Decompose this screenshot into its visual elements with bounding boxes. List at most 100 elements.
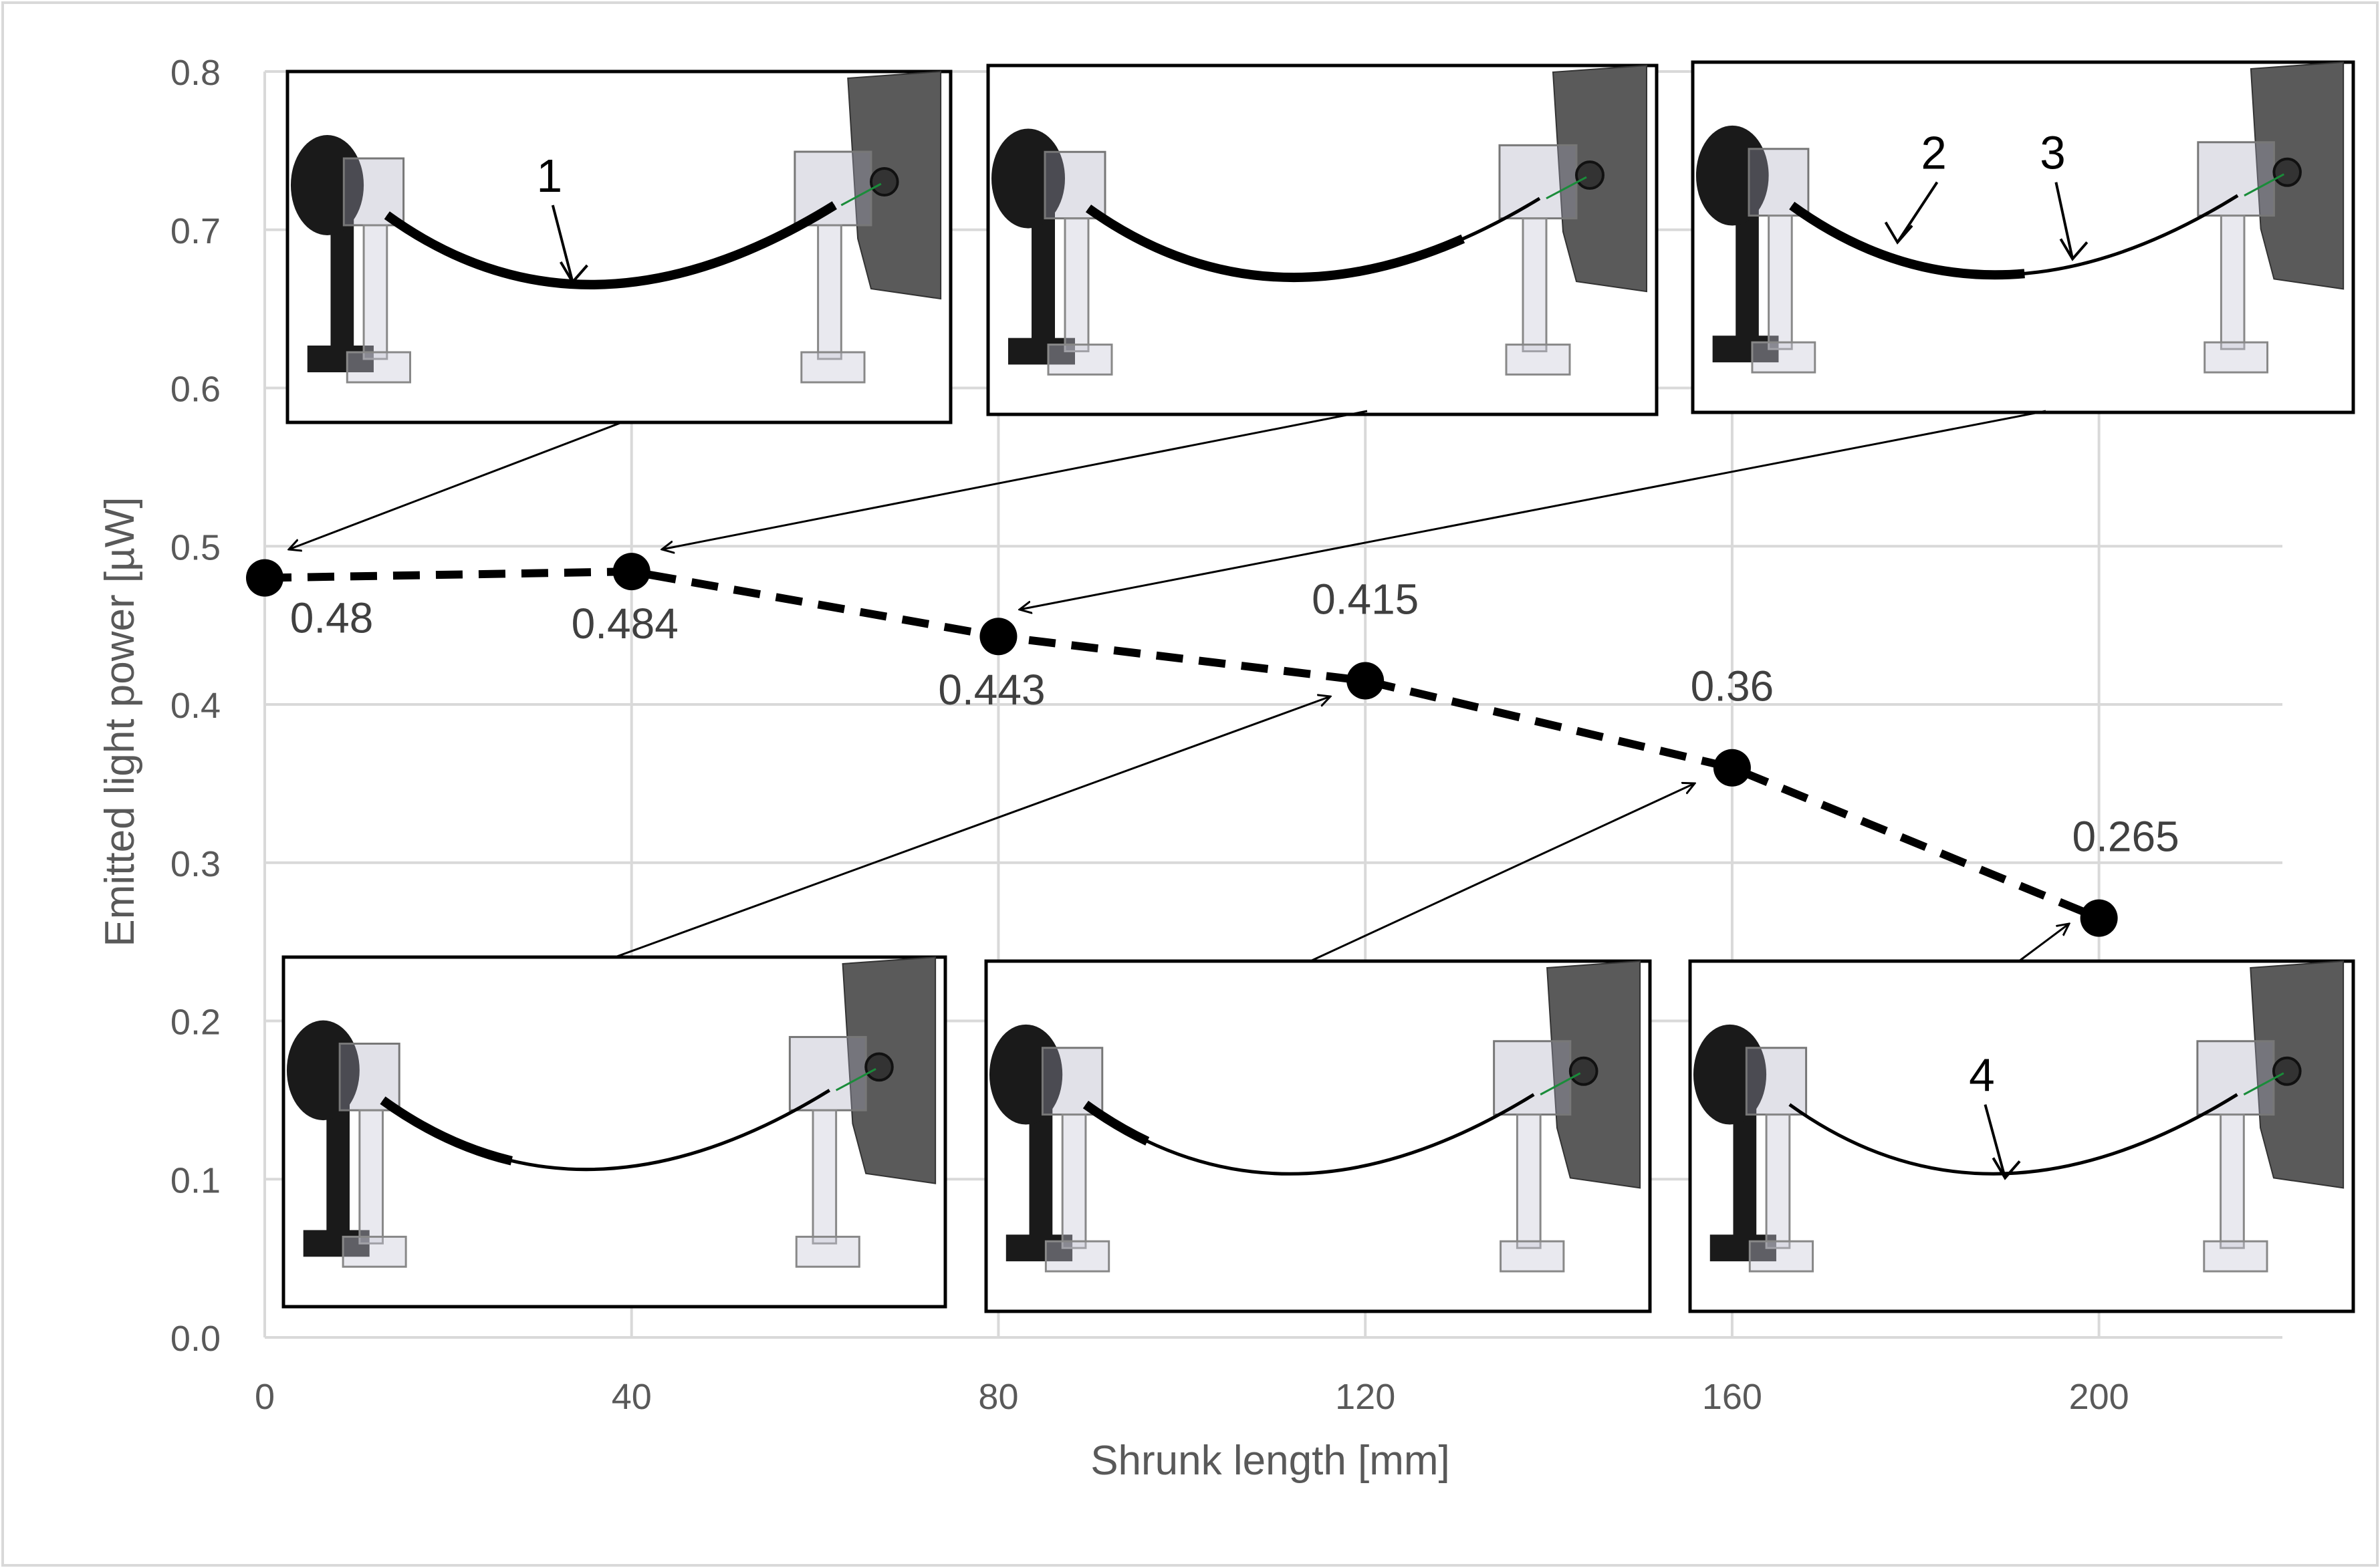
left-base [1047,344,1113,376]
callout-arrowhead [1884,221,1913,245]
source-foot [1008,338,1075,365]
source-foot [1709,1234,1776,1262]
right-base [2204,341,2269,374]
callout-arrow [2054,182,2074,259]
inset-frame [285,70,953,424]
y-tick-label: 0.7 [170,211,221,251]
detector-port [1575,160,1604,190]
fiber-thin [1788,1093,2238,1176]
light-beam [2243,1072,2284,1095]
x-tick-label: 120 [1335,1377,1395,1417]
x-tick-label: 0 [255,1377,275,1417]
right-post [1522,217,1548,353]
source-cylinder [991,128,1065,229]
series-layer: 0.48 0.484 0.443 0.415 0.36 0.265 [246,553,2179,937]
inset-2 [986,63,1659,416]
light-beam [1546,176,1587,200]
inset-6: 4 [1688,959,2355,1313]
right-holder [1493,1040,1572,1116]
right-holder [794,150,872,227]
data-point [2080,899,2118,937]
right-holder [788,1036,867,1112]
y-tick-label: 0.8 [170,53,221,93]
light-beam [2244,173,2284,197]
right-base [1500,1240,1565,1273]
fiber-sleeve [1789,191,2240,280]
right-base [795,1235,860,1268]
left-holder [342,157,405,227]
data-point [1346,662,1385,700]
left-post [358,1109,384,1245]
callout-label: 1 [537,150,563,202]
right-post [2220,215,2246,350]
light-beam [1540,1072,1581,1095]
source-cylinder [286,1020,360,1121]
left-holder [1044,150,1106,220]
left-holder [1041,1047,1104,1116]
leader-arrow-5 [1310,783,1695,962]
x-tick-label: 160 [1702,1377,1762,1417]
data-point [979,618,1018,656]
left-base [1044,1240,1110,1273]
detector-port [869,167,899,197]
light-beam [835,1068,876,1091]
callout-label: 4 [1969,1049,1995,1101]
leader-arrow-4 [614,696,1330,958]
right-holder [1498,144,1578,220]
right-post [1516,1114,1542,1249]
x-axis-title: Shrunk length [mm] [1090,1438,1450,1484]
leader-arrow-2 [662,410,1368,549]
inset-1: 1 [285,70,953,424]
source-foot [1712,336,1779,363]
source-cylinder [290,135,364,235]
left-post [1765,1114,1791,1249]
detector-port [1568,1056,1598,1086]
data-label: 0.415 [1312,575,1419,623]
callout-arrow [551,205,574,283]
left-post [362,224,388,360]
data-point [1713,749,1751,787]
left-base [1748,1240,1814,1273]
x-tick-label: 200 [2069,1377,2129,1417]
left-post [1064,217,1090,353]
fiber-sleeve [380,1086,832,1174]
inset-4 [281,955,947,1309]
data-label: 0.443 [938,666,1045,714]
fiber-sleeve [384,201,838,289]
source-cylinder [989,1024,1063,1125]
y-tick-label: 0.0 [170,1319,221,1359]
leader-arrow-3 [1020,410,2046,610]
right-base [800,351,866,384]
source-foot [307,346,374,372]
light-beam [840,182,882,207]
inset-frame [1691,60,2355,414]
left-holder [338,1043,400,1112]
data-point [246,559,283,597]
inset-frame [984,959,1652,1313]
callout-label: 3 [2040,126,2065,178]
left-post [1768,215,1793,350]
source-cylinder [1695,125,1769,226]
data-label: 0.48 [290,594,374,642]
y-tick-label: 0.3 [170,844,221,884]
right-holder [2197,141,2275,217]
inset-layer: 1 2 3 4 [281,60,2355,1313]
left-post [1061,1114,1087,1249]
source-foot [1005,1234,1073,1262]
data-point [612,553,650,591]
y-tick-label: 0.4 [170,686,221,726]
left-base [1751,341,1816,374]
y-tick-label: 0.5 [170,527,221,567]
y-tick-label: 0.2 [170,1003,221,1043]
right-base [1505,344,1571,376]
y-tick-label: 0.6 [170,370,221,410]
source-cylinder [1693,1024,1767,1125]
inset-frame [1688,959,2355,1313]
left-holder [1745,1047,1808,1116]
detector-port [864,1052,894,1082]
detector-port [2272,157,2302,187]
inset-5 [984,959,1652,1313]
left-base [346,351,412,384]
